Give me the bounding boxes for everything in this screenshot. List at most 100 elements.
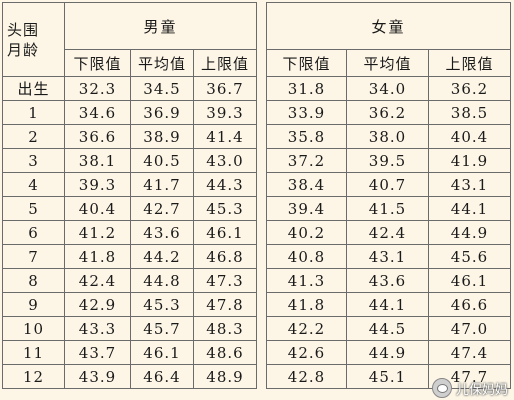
girls-lower-cell: 33.9 bbox=[266, 100, 347, 125]
girls-lower-header: 下限值 bbox=[266, 49, 347, 77]
girls-lower-cell: 35.8 bbox=[266, 124, 347, 149]
boys-upper-header: 上限值 bbox=[193, 49, 257, 77]
boys-upper-cell: 47.8 bbox=[193, 292, 257, 317]
boys-lower-cell: 36.6 bbox=[64, 124, 131, 149]
girls-upper-cell: 41.9 bbox=[428, 148, 511, 173]
group-header-boys: 男童 bbox=[64, 2, 257, 50]
boys-upper-cell: 46.8 bbox=[193, 244, 257, 269]
boys-lower-cell: 41.8 bbox=[64, 244, 131, 269]
boys-lower-cell: 42.4 bbox=[64, 268, 131, 293]
boys-upper-cell: 36.7 bbox=[193, 76, 257, 101]
corner-label-age-months: 月龄 bbox=[7, 40, 40, 59]
table-row: 7 41.8 44.2 46.8 40.8 43.1 45.6 bbox=[2, 244, 511, 269]
corner-header-cell: 头围 月龄 bbox=[2, 2, 65, 77]
girls-mean-cell: 41.5 bbox=[346, 196, 429, 221]
boys-lower-header: 下限值 bbox=[64, 49, 131, 77]
girls-mean-cell: 40.7 bbox=[346, 172, 429, 197]
girls-upper-cell: 47.4 bbox=[428, 340, 511, 365]
watermark: 儿保妈妈 bbox=[431, 378, 508, 398]
corner-label-head-circumference: 头围 bbox=[7, 20, 40, 39]
boys-upper-cell: 41.4 bbox=[193, 124, 257, 149]
age-cell: 6 bbox=[2, 220, 65, 245]
girls-mean-cell: 38.0 bbox=[346, 124, 429, 149]
table-row: 11 43.7 46.1 48.6 42.6 44.9 47.4 bbox=[2, 340, 511, 365]
boys-mean-cell: 45.7 bbox=[130, 316, 194, 341]
girls-lower-cell: 39.4 bbox=[266, 196, 347, 221]
girls-mean-cell: 43.1 bbox=[346, 244, 429, 269]
boys-upper-cell: 48.9 bbox=[193, 364, 257, 389]
boys-lower-cell: 43.3 bbox=[64, 316, 131, 341]
boys-upper-cell: 45.3 bbox=[193, 196, 257, 221]
age-cell: 12 bbox=[2, 364, 65, 389]
watermark-text: 儿保妈妈 bbox=[455, 382, 508, 398]
boys-mean-header: 平均值 bbox=[130, 49, 194, 77]
girls-upper-cell: 47.0 bbox=[428, 316, 511, 341]
group-header-girls: 女童 bbox=[266, 2, 511, 50]
girls-upper-cell: 43.1 bbox=[428, 172, 511, 197]
girls-upper-cell: 44.1 bbox=[428, 196, 511, 221]
age-cell: 11 bbox=[2, 340, 65, 365]
boys-mean-cell: 44.2 bbox=[130, 244, 194, 269]
boys-upper-cell: 39.3 bbox=[193, 100, 257, 125]
boys-upper-cell: 44.3 bbox=[193, 172, 257, 197]
girls-mean-cell: 36.2 bbox=[346, 100, 429, 125]
boys-lower-cell: 42.9 bbox=[64, 292, 131, 317]
age-cell: 3 bbox=[2, 148, 65, 173]
boys-upper-cell: 47.3 bbox=[193, 268, 257, 293]
boys-mean-cell: 45.3 bbox=[130, 292, 194, 317]
boys-lower-cell: 41.2 bbox=[64, 220, 131, 245]
age-cell: 1 bbox=[2, 100, 65, 125]
boys-mean-cell: 34.5 bbox=[130, 76, 194, 101]
age-cell: 2 bbox=[2, 124, 65, 149]
table-row: 12 43.9 46.4 48.9 42.8 45.1 47.7 bbox=[2, 364, 511, 389]
boys-mean-cell: 46.4 bbox=[130, 364, 194, 389]
girls-mean-cell: 43.6 bbox=[346, 268, 429, 293]
boys-mean-cell: 41.7 bbox=[130, 172, 194, 197]
boys-lower-cell: 39.3 bbox=[64, 172, 131, 197]
boys-lower-cell: 32.3 bbox=[64, 76, 131, 101]
age-cell: 10 bbox=[2, 316, 65, 341]
wechat-icon bbox=[431, 378, 452, 398]
boys-lower-cell: 40.4 bbox=[64, 196, 131, 221]
girls-mean-cell: 34.0 bbox=[346, 76, 429, 101]
boys-upper-cell: 48.6 bbox=[193, 340, 257, 365]
girls-mean-cell: 39.5 bbox=[346, 148, 429, 173]
boys-upper-cell: 43.0 bbox=[193, 148, 257, 173]
table-row: 10 43.3 45.7 48.3 42.2 44.5 47.0 bbox=[2, 316, 511, 341]
boys-lower-cell: 43.9 bbox=[64, 364, 131, 389]
girls-upper-cell: 46.1 bbox=[428, 268, 511, 293]
table-row: 8 42.4 44.8 47.3 41.3 43.6 46.1 bbox=[2, 268, 511, 293]
age-cell: 4 bbox=[2, 172, 65, 197]
table-row: 9 42.9 45.3 47.8 41.8 44.1 46.6 bbox=[2, 292, 511, 317]
girls-upper-cell: 46.6 bbox=[428, 292, 511, 317]
girls-lower-cell: 31.8 bbox=[266, 76, 347, 101]
header-row-subheaders: 下限值 平均值 上限值 下限值 平均值 上限值 bbox=[3, 49, 511, 77]
age-cell: 9 bbox=[2, 292, 65, 317]
girls-mean-cell: 44.1 bbox=[346, 292, 429, 317]
girls-lower-cell: 40.8 bbox=[266, 244, 347, 269]
boys-mean-cell: 36.9 bbox=[130, 100, 194, 125]
girls-lower-cell: 42.6 bbox=[266, 340, 347, 365]
girls-lower-cell: 38.4 bbox=[266, 172, 347, 197]
girls-lower-cell: 42.2 bbox=[266, 316, 347, 341]
boys-mean-cell: 44.8 bbox=[130, 268, 194, 293]
girls-upper-cell: 38.5 bbox=[428, 100, 511, 125]
girls-upper-cell: 36.2 bbox=[428, 76, 511, 101]
boys-mean-cell: 46.1 bbox=[130, 340, 194, 365]
boys-lower-cell: 43.7 bbox=[64, 340, 131, 365]
boys-mean-cell: 38.9 bbox=[130, 124, 194, 149]
table-row: 4 39.3 41.7 44.3 38.4 40.7 43.1 bbox=[2, 172, 511, 197]
header-row-groups: 头围 月龄 男童 女童 bbox=[2, 2, 511, 389]
girls-mean-cell: 42.4 bbox=[346, 220, 429, 245]
boys-upper-cell: 48.3 bbox=[193, 316, 257, 341]
girls-upper-cell: 44.9 bbox=[428, 220, 511, 245]
girls-mean-cell: 44.5 bbox=[346, 316, 429, 341]
table-row: 出生 32.3 34.5 36.7 31.8 34.0 36.2 bbox=[2, 76, 511, 101]
girls-mean-header: 平均值 bbox=[346, 49, 429, 77]
girls-mean-cell: 44.9 bbox=[346, 340, 429, 365]
head-circumference-table: 头围 月龄 男童 女童 下限值 平均值 上限值 下限值 平均值 上限值 出生 32… bbox=[2, 2, 511, 389]
age-cell: 出生 bbox=[2, 76, 65, 101]
girls-lower-cell: 37.2 bbox=[266, 148, 347, 173]
boys-mean-cell: 40.5 bbox=[130, 148, 194, 173]
